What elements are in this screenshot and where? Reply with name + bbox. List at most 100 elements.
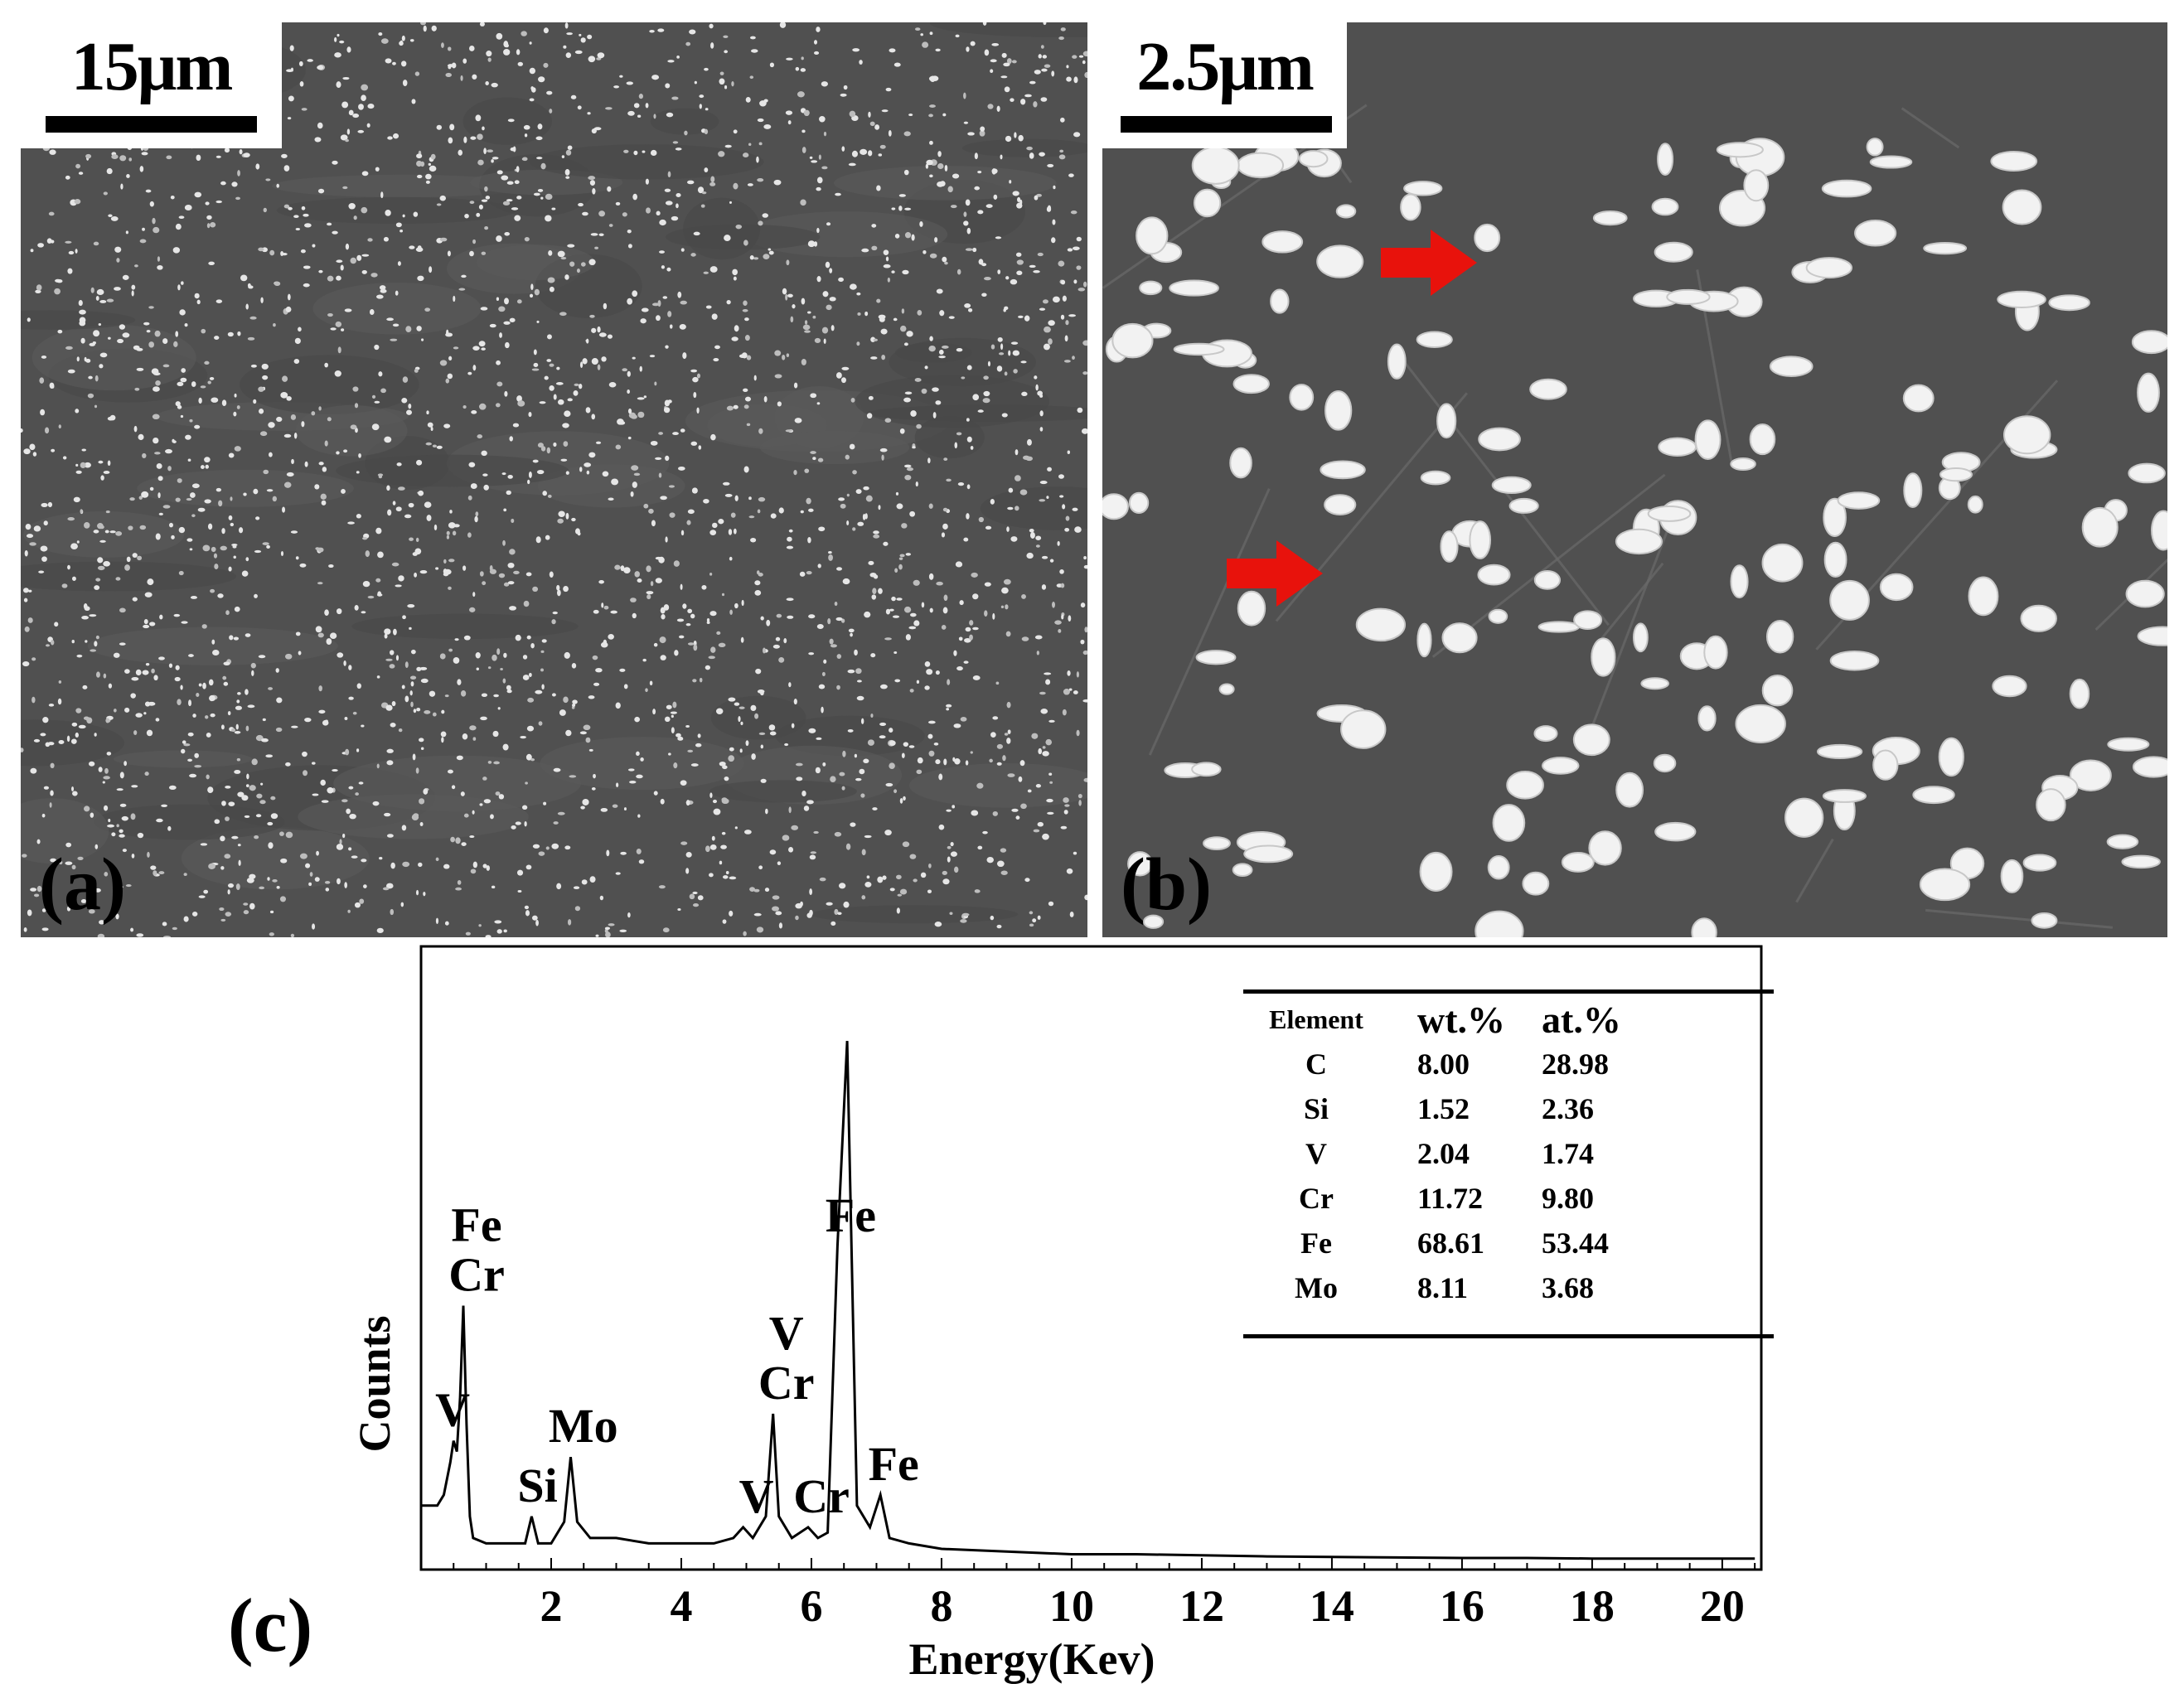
carbide-particle: [522, 675, 530, 680]
carbide-particle: [411, 814, 419, 821]
carbide-particle: [161, 804, 168, 807]
carbide-particle: [215, 487, 221, 492]
carbide-particle: [603, 605, 609, 610]
carbide-particle: [469, 250, 474, 257]
carbide-particle: [1051, 70, 1055, 77]
carbide-particle: [285, 653, 293, 660]
carbide-particle: [336, 259, 343, 264]
carbide-particle: [641, 307, 649, 312]
carbide-particle: [811, 160, 818, 163]
carbide-particle: [942, 523, 948, 530]
carbide-particle: [1237, 590, 1266, 627]
carbide-particle: [73, 496, 80, 503]
carbide-particle: [749, 887, 756, 892]
carbide-particle: [304, 717, 312, 723]
carbide-particle: [849, 443, 855, 450]
carbide-particle: [115, 531, 123, 536]
carbide-particle: [135, 713, 143, 718]
carbide-particle: [778, 656, 785, 663]
carbide-particle: [39, 377, 45, 384]
carbide-particle: [495, 403, 501, 408]
carbide-particle: [615, 872, 621, 875]
carbide-particle: [724, 144, 732, 148]
carbide-particle: [757, 509, 761, 514]
carbide-particle: [158, 871, 165, 875]
carbide-particle: [545, 535, 550, 540]
carbide-particle: [800, 199, 806, 206]
carbide-particle: [934, 237, 938, 243]
carbide-particle: [620, 565, 625, 572]
carbide-particle: [905, 634, 911, 641]
carbide-particle: [579, 731, 587, 735]
carbide-particle: [619, 75, 623, 78]
carbide-particle: [1657, 143, 1674, 177]
carbide-particle: [585, 737, 591, 743]
carbide-particle: [859, 768, 865, 775]
carbide-particle: [255, 516, 260, 520]
carbide-particle: [238, 527, 244, 534]
carbide-particle: [585, 339, 589, 342]
carbide-particle: [120, 183, 123, 190]
carbide-particle: [719, 860, 723, 865]
carbide-particle: [362, 537, 368, 540]
carbide-particle: [699, 94, 705, 99]
carbide-particle: [545, 215, 552, 222]
carbide-particle: [317, 582, 323, 585]
carbide-particle: [206, 732, 211, 738]
carbide-particle: [451, 62, 457, 69]
carbide-particle: [760, 778, 767, 783]
carbide-particle: [700, 204, 705, 208]
carbide-particle: [2031, 912, 2058, 929]
carbide-particle: [427, 422, 433, 428]
carbide-particle: [978, 259, 984, 265]
carbide-particle: [355, 792, 359, 796]
carbide-particle: [492, 730, 499, 738]
carbide-particle: [733, 528, 737, 535]
carbide-particle: [374, 344, 380, 351]
carbide-particle: [1034, 195, 1039, 201]
carbide-particle: [791, 723, 795, 728]
carbide-particle: [901, 308, 905, 314]
carbide-particle: [187, 758, 193, 762]
carbide-particle: [809, 156, 813, 159]
carbide-particle: [608, 923, 615, 926]
peak-label: Cr: [793, 1469, 850, 1523]
carbide-particle: [913, 878, 918, 883]
carbide-particle: [253, 399, 257, 404]
carbide-particle: [1010, 278, 1018, 285]
carbide-particle: [710, 42, 714, 49]
sem-image-b: 2.5μm (b): [1102, 22, 2167, 937]
carbide-particle: [983, 375, 989, 380]
carbide-particle: [516, 299, 522, 304]
carbide-particle: [152, 217, 156, 225]
carbide-particle: [356, 471, 360, 474]
carbide-particle: [1072, 507, 1078, 511]
scale-bar-a: [46, 116, 257, 133]
carbide-particle: [116, 824, 119, 828]
carbide-particle: [952, 805, 956, 809]
carbide-particle: [2107, 737, 2150, 752]
carbide-particle: [210, 222, 216, 228]
carbide-particle: [795, 762, 803, 767]
carbide-particle: [85, 153, 92, 159]
carbide-particle: [895, 491, 899, 496]
carbide-particle: [167, 466, 172, 472]
carbide-particle: [1035, 535, 1042, 540]
carbide-particle: [478, 341, 486, 347]
carbide-particle: [523, 600, 530, 607]
carbide-particle: [191, 483, 200, 489]
carbide-particle: [782, 288, 787, 295]
carbide-particle: [299, 81, 304, 87]
carbide-particle: [908, 745, 915, 748]
carbide-particle: [627, 298, 633, 305]
carbide-particle: [697, 186, 705, 194]
carbide-particle: [317, 188, 325, 194]
carbide-particle: [376, 294, 384, 299]
carbide-particle: [1083, 556, 1087, 560]
carbide-particle: [509, 549, 516, 555]
carbide-particle: [867, 739, 874, 746]
carbide-particle: [384, 812, 391, 817]
carbide-particle: [834, 601, 838, 607]
carbide-particle: [728, 529, 733, 535]
carbide-particle: [425, 180, 430, 184]
